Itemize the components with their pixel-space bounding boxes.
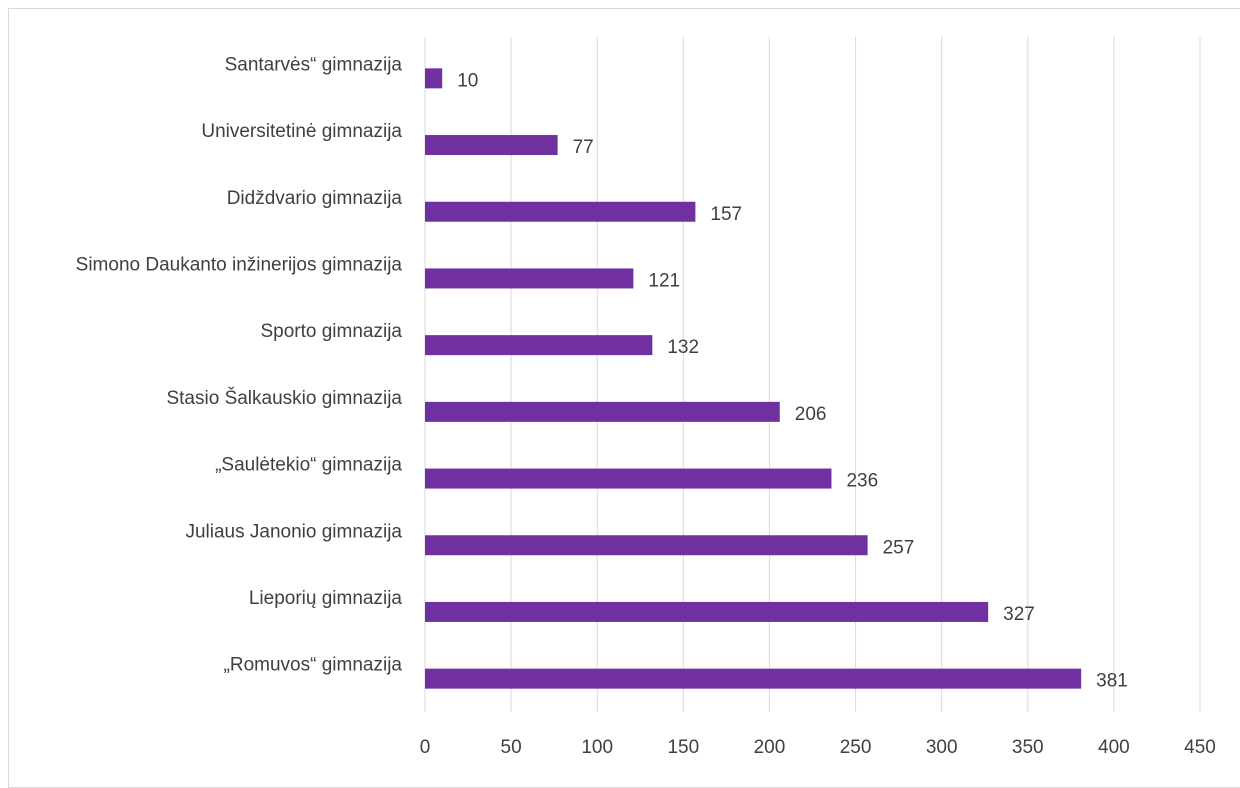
x-tick-label: 200	[754, 737, 786, 758]
category-label: Sporto gimnazija	[260, 321, 402, 342]
category-label: Universitetinė gimnazija	[201, 121, 402, 142]
data-label: 77	[573, 137, 594, 158]
bar-chart: 0 50 100 150 200 250 300 350 400 450 10 77 157 121 13…	[76, 37, 1216, 758]
x-axis: 0 50 100 150 200 250 300 350 400 450	[420, 737, 1216, 758]
category-labels: Santarvės“ gimnazija Universitetinė gimna…	[76, 54, 403, 675]
category-label: „Saulėtekio“ gimnazija	[215, 455, 402, 476]
x-tick-label: 150	[667, 737, 699, 758]
bar	[425, 135, 558, 156]
data-label: 381	[1096, 671, 1128, 692]
bar	[425, 668, 1082, 689]
bar	[425, 268, 634, 289]
x-tick-label: 450	[1184, 737, 1216, 758]
x-tick-label: 400	[1098, 737, 1130, 758]
category-label: Lieporių gimnazija	[249, 588, 403, 609]
data-label: 157	[710, 204, 742, 225]
bar	[425, 401, 780, 422]
x-tick-label: 0	[420, 737, 431, 758]
category-label: Didždvario gimnazija	[227, 188, 403, 209]
x-tick-label: 350	[1012, 737, 1044, 758]
data-label: 206	[795, 404, 827, 425]
category-label: Juliaus Janonio gimnazija	[185, 521, 402, 542]
data-label: 132	[667, 337, 699, 358]
category-label: Santarvės“ gimnazija	[225, 54, 403, 75]
bar	[425, 68, 443, 89]
bar	[425, 601, 989, 622]
data-label: 121	[648, 270, 680, 291]
x-tick-label: 100	[581, 737, 613, 758]
bars: 10 77 157 121 132 206 236 257 327 381	[425, 68, 1128, 692]
data-label: 10	[457, 70, 478, 91]
x-tick-label: 50	[501, 737, 522, 758]
bar	[425, 201, 696, 222]
bar	[425, 535, 868, 556]
data-label: 327	[1003, 604, 1035, 625]
category-label: Stasio Šalkauskio gimnazija	[166, 387, 402, 409]
category-label: Simono Daukanto inžinerijos gimnazija	[76, 254, 403, 275]
data-label: 236	[846, 471, 878, 492]
bar	[425, 335, 653, 356]
category-label: „Romuvos“ gimnazija	[224, 655, 403, 676]
bar	[425, 468, 832, 489]
x-tick-label: 250	[840, 737, 872, 758]
data-label: 257	[883, 537, 915, 558]
x-tick-label: 300	[926, 737, 958, 758]
